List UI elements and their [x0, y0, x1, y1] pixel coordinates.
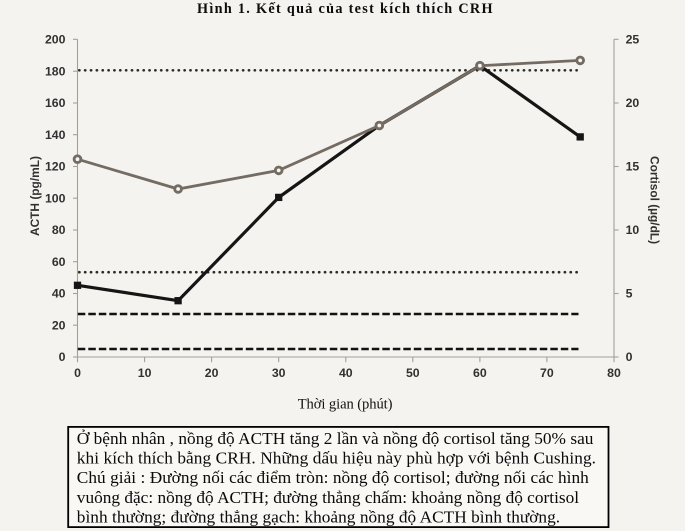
svg-text:0: 0: [59, 350, 66, 364]
svg-text:Thời gian (phút): Thời gian (phút): [298, 397, 393, 413]
svg-text:100: 100: [45, 191, 66, 205]
svg-text:ACTH (pg/mL): ACTH (pg/mL): [28, 156, 42, 236]
svg-text:Hình 1. Kết quả của test kích: Hình 1. Kết quả của test kích thích CRH: [197, 1, 493, 17]
svg-text:60: 60: [473, 366, 487, 380]
svg-text:15: 15: [626, 160, 640, 174]
svg-text:20: 20: [52, 318, 66, 332]
svg-text:bình thường; đường thẳng gạch:: bình thường; đường thẳng gạch: khoảng nồ…: [77, 507, 560, 526]
svg-text:khi kích thích bằng CRH. Nhữn: khi kích thích bằng CRH. Những dấu hiệu …: [77, 449, 596, 468]
svg-text:20: 20: [205, 366, 219, 380]
svg-text:Ở bệnh nhân , nồng độ ACTH tă: Ở bệnh nhân , nồng độ ACTH tăng 2 lần và…: [77, 429, 594, 448]
svg-text:10: 10: [626, 223, 640, 237]
svg-text:10: 10: [138, 366, 152, 380]
svg-text:120: 120: [45, 160, 66, 174]
svg-text:Chú giải : Đường nối các điểm: Chú giải : Đường nối các điểm tròn: nồng…: [77, 468, 589, 487]
svg-text:5: 5: [626, 287, 633, 301]
svg-text:vuông đặc: nồng độ ACTH; đườn: vuông đặc: nồng độ ACTH; đường thẳng chấ…: [77, 488, 579, 507]
svg-text:30: 30: [272, 366, 286, 380]
svg-text:180: 180: [45, 64, 66, 78]
svg-text:40: 40: [339, 366, 353, 380]
svg-text:Cortisol (µg/dL): Cortisol (µg/dL): [647, 156, 661, 244]
svg-text:200: 200: [45, 32, 66, 46]
svg-text:0: 0: [626, 350, 633, 364]
svg-text:25: 25: [626, 32, 640, 46]
svg-text:50: 50: [406, 366, 420, 380]
svg-text:0: 0: [74, 366, 81, 380]
svg-text:40: 40: [52, 287, 66, 301]
svg-text:80: 80: [52, 223, 66, 237]
svg-text:160: 160: [45, 96, 66, 110]
svg-text:70: 70: [540, 366, 554, 380]
svg-text:80: 80: [607, 366, 621, 380]
svg-text:140: 140: [45, 128, 66, 142]
svg-text:60: 60: [52, 255, 66, 269]
svg-text:20: 20: [626, 96, 640, 110]
